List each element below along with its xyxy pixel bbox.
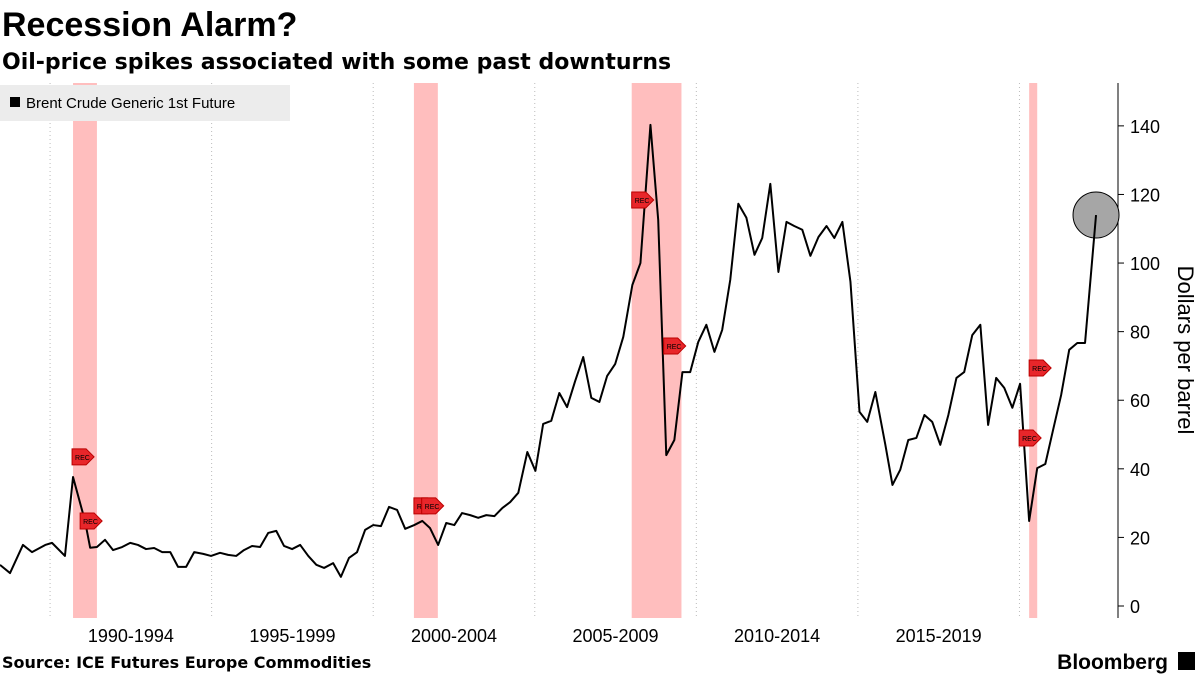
rec-tag-shape: [1028, 359, 1052, 377]
y-tick-label: 120: [1130, 185, 1160, 205]
y-tick-label: 80: [1130, 323, 1150, 343]
recession-band: [1029, 83, 1038, 618]
y-tick-label: 0: [1130, 597, 1140, 617]
brand: Bloomberg: [1057, 651, 1168, 674]
rec-tag-shape: [79, 512, 103, 530]
chart-subtitle: Oil-price spikes associated with some pa…: [2, 50, 671, 75]
rec-tag-shape: [663, 337, 687, 355]
y-tick-label: 60: [1130, 391, 1150, 411]
rec-tag-label: REC: [75, 455, 90, 462]
rec-tag: REC: [71, 448, 95, 466]
legend-box: [0, 85, 290, 121]
rec-tag-shape: [71, 448, 95, 466]
series-line: [0, 123, 1098, 578]
rec-tag: REC: [1028, 359, 1052, 377]
brand-icon: [1178, 652, 1195, 670]
rec-tag-shape: [421, 497, 445, 515]
last-point-highlight: [1072, 191, 1120, 239]
chart-title: Recession Alarm?: [2, 6, 297, 44]
y-tick-label: 140: [1130, 117, 1160, 137]
x-tick-label: 1990-1994: [88, 626, 174, 646]
legend-label: Brent Crude Generic 1st Future: [26, 95, 235, 112]
rec-tag-shape: [1018, 429, 1042, 447]
x-tick-label: 2015-2019: [896, 626, 982, 646]
x-tick-label: 1995-1999: [249, 626, 335, 646]
legend-swatch: [10, 97, 20, 107]
y-axis-label: Dollars per barrel: [1173, 266, 1198, 435]
recession-band: [413, 83, 438, 618]
rec-tag-label: REC: [1022, 436, 1037, 443]
recession-band: [73, 83, 97, 618]
rec-tag-label: REC: [635, 198, 650, 205]
rec-tag-shape: [631, 191, 655, 209]
rec-tag: REC: [663, 337, 687, 355]
rec-tag-label: REC: [425, 504, 440, 511]
x-tick-label: 2005-2009: [572, 626, 658, 646]
y-tick-label: 100: [1130, 254, 1160, 274]
rec-tag: REC: [1018, 429, 1042, 447]
rec-tag: REC: [421, 497, 445, 515]
y-tick-label: 40: [1130, 460, 1150, 480]
rec-tag-label: REC: [667, 344, 682, 351]
source: Source: ICE Futures Europe Commodities: [2, 653, 371, 672]
x-tick-label: 2010-2014: [734, 626, 820, 646]
x-tick-label: 2000-2004: [411, 626, 497, 646]
rec-tag-label: REC: [83, 519, 98, 526]
rec-tag: REC: [631, 191, 655, 209]
y-tick-label: 20: [1130, 528, 1150, 548]
rec-tag: REC: [79, 512, 103, 530]
rec-tag-label: REC: [1032, 366, 1047, 373]
